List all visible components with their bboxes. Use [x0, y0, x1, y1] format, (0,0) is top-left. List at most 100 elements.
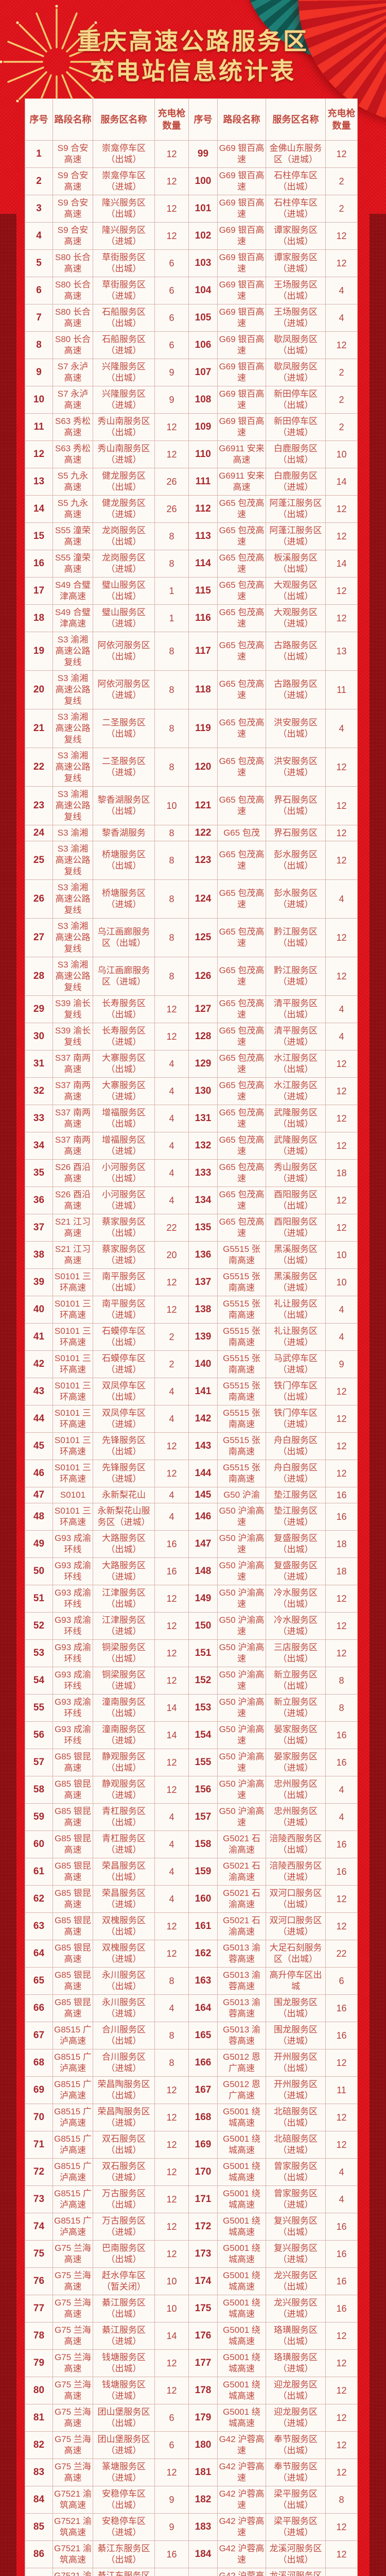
- seq-cell: 5: [25, 249, 53, 277]
- area-cell: 安稳停车区（出城）: [93, 2486, 155, 2514]
- seq-cell: 181: [188, 2459, 218, 2486]
- area-cell: 龙溪河服务区（进城）: [266, 2568, 326, 2576]
- table-row: 62 G85 银昆高速 荣昌服务区（进城） 4 160 G5021 石渝高速 双河口服务区（…: [25, 1885, 358, 1913]
- table-row: 41 S0101 三环高速 石蟆停车区（出城） 2 139 G5515 张南高速 礼让服务区…: [25, 1323, 358, 1351]
- road-cell: S0101 三环高速: [52, 1350, 93, 1378]
- road-cell: G85 银昆高速: [52, 1831, 93, 1858]
- road-cell: S0101 三环高速: [52, 1268, 93, 1296]
- area-cell: 桥塘服务区（出城）: [93, 841, 155, 880]
- table-row: 45 S0101 三环高速 先锋服务区（出城） 12 143 G5515 张南高速 舟白服务…: [25, 1432, 358, 1460]
- area-cell: 酉阳服务区（进城）: [266, 1214, 326, 1242]
- seq-cell: 55: [25, 1694, 53, 1722]
- seq-cell: 60: [25, 1831, 53, 1858]
- count-cell: 12: [154, 1776, 189, 1804]
- area-cell: 綦江服务区（出城）: [93, 2295, 155, 2323]
- area-cell: 先锋服务区（进城）: [93, 1460, 155, 1487]
- seq-cell: 16: [25, 550, 53, 578]
- area-cell: 蔡家服务区（出城）: [93, 1214, 155, 1242]
- seq-cell: 3: [25, 195, 53, 223]
- area-cell: 新立服务区（出城）: [266, 1667, 326, 1694]
- seq-cell: 152: [188, 1667, 218, 1694]
- count-cell: 4: [325, 304, 358, 332]
- area-cell: 蔡家服务区（进城）: [93, 1241, 155, 1269]
- count-cell: 16: [325, 1487, 358, 1503]
- seq-cell: 136: [188, 1241, 218, 1269]
- road-cell: S5 九永高速: [52, 468, 93, 496]
- count-cell: 8: [154, 709, 189, 748]
- seq-cell: 116: [188, 604, 218, 632]
- seq-cell: 37: [25, 1214, 53, 1242]
- road-cell: G69 银百高速: [217, 140, 266, 168]
- road-cell: S55 潼荣高速: [52, 522, 93, 550]
- road-cell: G65 包茂高速: [217, 957, 266, 996]
- count-cell: 12: [325, 1214, 358, 1242]
- seq-cell: 178: [188, 2377, 218, 2404]
- count-cell: 12: [325, 1912, 358, 1940]
- table-row: 46 S0101 三环高速 先锋服务区（进城） 12 144 G5515 张南高速 舟白服务…: [25, 1460, 358, 1487]
- count-cell: 12: [325, 2404, 358, 2432]
- area-cell: 双石服务区（出城）: [93, 2131, 155, 2159]
- road-cell: G50 沪渝高速: [217, 1585, 266, 1613]
- seq-cell: 182: [188, 2486, 218, 2514]
- seq-cell: 57: [25, 1749, 53, 1776]
- area-cell: 黔江服务区（出城）: [266, 918, 326, 957]
- seq-cell: 29: [25, 995, 53, 1023]
- seq-cell: 135: [188, 1214, 218, 1242]
- seq-cell: 38: [25, 1241, 53, 1269]
- seq-cell: 111: [188, 468, 218, 496]
- road-cell: G5001 绕城高速: [217, 2267, 266, 2295]
- road-cell: G5021 石渝高速: [217, 1831, 266, 1858]
- seq-cell: 119: [188, 709, 218, 748]
- count-cell: 12: [154, 1940, 189, 1968]
- road-cell: G8515 广泸高速: [52, 2076, 93, 2104]
- seq-cell: 105: [188, 304, 218, 332]
- road-cell: G5515 张南高速: [217, 1432, 266, 1460]
- area-cell: 复盛服务区（出城）: [266, 1530, 326, 1558]
- road-cell: S39 渝长复线: [52, 1023, 93, 1050]
- area-cell: 潼南服务区（进城）: [93, 1721, 155, 1749]
- seq-cell: 151: [188, 1639, 218, 1667]
- road-cell: G5515 张南高速: [217, 1241, 266, 1269]
- area-cell: 荣昌陶服务区（出城）: [93, 2076, 155, 2104]
- count-cell: 16: [154, 1557, 189, 1585]
- count-cell: 4: [154, 1187, 189, 1214]
- road-cell: G65 包茂高速: [217, 1077, 266, 1105]
- road-cell: G69 银百高速: [217, 222, 266, 250]
- area-cell: 江津服务区（出城）: [93, 1585, 155, 1613]
- seq-cell: 59: [25, 1803, 53, 1831]
- road-cell: G6911 安来高速: [217, 468, 266, 496]
- table-row: 81 G75 兰海高速 团山堡服务区（出城） 6 179 G5001 绕城高速 迎龙服务区（…: [25, 2404, 358, 2432]
- area-cell: 王场服务区（进城）: [266, 304, 326, 332]
- table-body: 1 S9 合安高速 崇龛停车区（出城） 12 99 G69 银百高速 金佛山东服务区（进城）…: [25, 140, 358, 2576]
- area-cell: 大足石刻服务区（出城）: [266, 1940, 326, 1968]
- count-cell: 4: [154, 1487, 189, 1503]
- count-cell: 12: [154, 440, 189, 468]
- seq-cell: 36: [25, 1187, 53, 1214]
- area-cell: 兴隆服务区（出城）: [93, 359, 155, 386]
- seq-cell: 165: [188, 2022, 218, 2049]
- table-row: 17 S49 合璧津高速 璧山服务区（出城） 1 115 G65 包茂高速 大观服务区（出城…: [25, 577, 358, 605]
- table-row: 78 G75 兰海高速 綦江服务区（进城） 14 176 G5001 绕城高速 珞璜服务区（…: [25, 2322, 358, 2350]
- table-row: 35 S26 酉沿高速 小河服务区（出城） 4 133 G65 包茂高速 秀山服务区（进城）…: [25, 1159, 358, 1187]
- area-cell: 永川服务区（进城）: [93, 1994, 155, 2022]
- table-row: 30 S39 渝长复线 长寿服务区（进城） 12 128 G65 包茂高速 清平服务区（进城…: [25, 1023, 358, 1050]
- count-cell: 12: [325, 1132, 358, 1160]
- header-count-right: 充电枪数量: [325, 98, 358, 141]
- seq-cell: 122: [188, 825, 218, 841]
- road-cell: G50 沪渝高速: [217, 1639, 266, 1667]
- area-cell: 桥塘服务区（进城）: [93, 879, 155, 919]
- count-cell: 4: [154, 1831, 189, 1858]
- area-cell: 龙岗服务区（进城）: [93, 550, 155, 578]
- seq-cell: 22: [25, 748, 53, 787]
- count-cell: 8: [325, 2486, 358, 2514]
- count-cell: 8: [154, 825, 189, 841]
- seq-cell: 128: [188, 1023, 218, 1050]
- count-cell: 18: [325, 1530, 358, 1558]
- area-cell: 隆兴服务区（进城）: [93, 222, 155, 250]
- road-cell: S80 长合高速: [52, 249, 93, 277]
- seq-cell: 164: [188, 1994, 218, 2022]
- table-row: 34 S37 南两高速 增福服务区（进城） 4 132 G65 包茂高速 武隆服务区（进城）…: [25, 1132, 358, 1160]
- seq-cell: 140: [188, 1350, 218, 1378]
- road-cell: G5515 张南高速: [217, 1350, 266, 1378]
- area-cell: 增福服务区（出城）: [93, 1105, 155, 1132]
